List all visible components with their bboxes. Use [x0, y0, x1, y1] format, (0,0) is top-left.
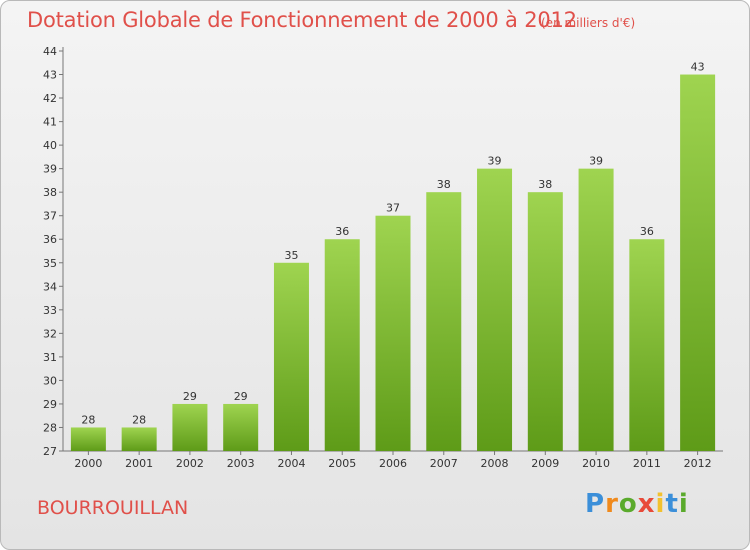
bar [375, 215, 411, 451]
unit-label: (en milliers d'€) [541, 16, 636, 30]
bar [121, 427, 157, 451]
y-tick-label: 40 [43, 139, 57, 152]
x-tick-label: 2010 [582, 457, 610, 470]
x-tick-label: 2002 [176, 457, 204, 470]
x-tick-label: 2006 [379, 457, 407, 470]
bar-value-label: 39 [488, 155, 502, 168]
commune-name: BOURROUILLAN [37, 497, 189, 519]
x-tick-label: 2009 [531, 457, 559, 470]
y-tick-label: 39 [43, 163, 57, 176]
chart-axes: 27 28 29 30 31 32 33 34 35 36 37 38 39 40 41 42 43 44 2000… [43, 45, 723, 470]
bar-value-label: 43 [691, 61, 705, 74]
chart-title: Dotation Globale de Fonctionnement de 20… [27, 8, 577, 32]
y-tick-label: 33 [43, 304, 57, 317]
bar [527, 192, 563, 452]
x-tick-label: 2011 [633, 457, 661, 470]
y-tick-label: 38 [43, 186, 57, 199]
bar [426, 192, 462, 452]
bar-value-label: 29 [234, 390, 248, 403]
y-tick-label: 34 [43, 280, 57, 293]
bar [578, 168, 614, 451]
bar [223, 403, 259, 451]
bar-value-label: 36 [335, 225, 349, 238]
y-tick-label: 41 [43, 116, 57, 129]
bar-value-label: 28 [132, 413, 146, 426]
y-tick-label: 37 [43, 210, 57, 223]
y-tick-label: 28 [43, 421, 57, 434]
bar-value-label: 29 [183, 390, 197, 403]
y-tick-label: 44 [43, 45, 57, 58]
bar-value-label: 37 [386, 202, 400, 215]
y-tick-label: 43 [43, 69, 57, 82]
bar [629, 239, 665, 451]
bar [273, 262, 309, 451]
bar-value-label: 35 [284, 249, 298, 262]
bar [477, 168, 513, 451]
x-tick-label: 2012 [684, 457, 712, 470]
bar [70, 427, 106, 451]
x-tick-label: 2001 [125, 457, 153, 470]
x-tick-label: 2000 [74, 457, 102, 470]
bar-value-label: 38 [437, 178, 451, 191]
y-tick-label: 36 [43, 233, 57, 246]
y-tick-label: 31 [43, 351, 57, 364]
bar-value-label: 36 [640, 225, 654, 238]
chart-value-labels: 28 28 29 29 35 36 37 38 39 38 39 36 43 [81, 61, 704, 427]
x-tick-label: 2005 [328, 457, 356, 470]
bar-value-label: 38 [538, 178, 552, 191]
y-tick-label: 42 [43, 92, 57, 105]
bar [680, 74, 716, 451]
x-tick-label: 2007 [430, 457, 458, 470]
bar-value-label: 28 [81, 413, 95, 426]
y-tick-label: 29 [43, 398, 57, 411]
bar [324, 239, 360, 451]
chart-bars [70, 74, 716, 452]
bar [172, 403, 208, 451]
x-tick-label: 2003 [227, 457, 255, 470]
y-tick-label: 30 [43, 374, 57, 387]
bar-value-label: 39 [589, 155, 603, 168]
proxiti-logo: Proxiti [585, 489, 689, 519]
y-tick-label: 35 [43, 257, 57, 270]
x-tick-label: 2004 [277, 457, 305, 470]
x-tick-label: 2008 [481, 457, 509, 470]
y-tick-label: 27 [43, 445, 57, 458]
y-tick-label: 32 [43, 327, 57, 340]
